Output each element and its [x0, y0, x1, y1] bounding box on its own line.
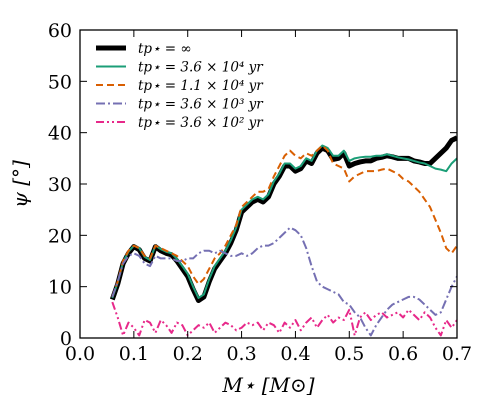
plot-frame [79, 29, 458, 339]
y-tick-label: 60 [48, 20, 72, 42]
series-line-1 [109, 135, 457, 304]
x-tick-label: 0.6 [388, 343, 418, 365]
x-tick-label: 0.0 [65, 343, 95, 365]
legend: tp⋆ = ∞ tp⋆ = 3.6 × 10⁴ yr tp⋆ = 1.1 × 10⁴… [96, 41, 264, 131]
legend-label-4: tp⋆ = 3.6 × 10³ yr [138, 97, 264, 113]
legend-label-2: tp⋆ = 3.6 × 10⁴ yr [138, 60, 264, 76]
legend-label-3: tp⋆ = 1.1 × 10⁴ yr [138, 78, 264, 94]
series-line-2 [111, 144, 457, 299]
x-axis-title: M⋆ [M⊙] [221, 373, 314, 397]
y-axis-title: ψ [°] [8, 160, 32, 208]
y-tick-label: 40 [48, 123, 72, 145]
series-line-3 [111, 144, 457, 298]
axis-ticks-layer: 0.0 0.1 0.2 0.3 0.4 0.5 0.6 0.7 0 10 20 30 40 50 60 [48, 20, 472, 365]
y-tick-label: 30 [48, 174, 72, 196]
plot-frame-layer [79, 29, 458, 339]
x-tick-label: 0.3 [226, 343, 256, 365]
plot-data-layer [109, 135, 457, 337]
series-line-4 [111, 226, 457, 337]
y-tick-label: 10 [48, 277, 72, 299]
x-tick-label: 0.2 [173, 343, 203, 365]
legend-label-5: tp⋆ = 3.6 × 10² yr [138, 115, 264, 131]
y-tick-label: 0 [60, 328, 72, 350]
legend-label-1: tp⋆ = ∞ [138, 41, 192, 57]
y-tick-label: 50 [48, 71, 72, 93]
y-tick-label: 20 [48, 225, 72, 247]
x-tick-label: 0.5 [334, 343, 364, 365]
x-tick-label: 0.4 [280, 343, 310, 365]
x-tick-label: 0.1 [119, 343, 149, 365]
series-line-5 [111, 301, 457, 337]
x-tick-label: 0.7 [442, 343, 472, 365]
